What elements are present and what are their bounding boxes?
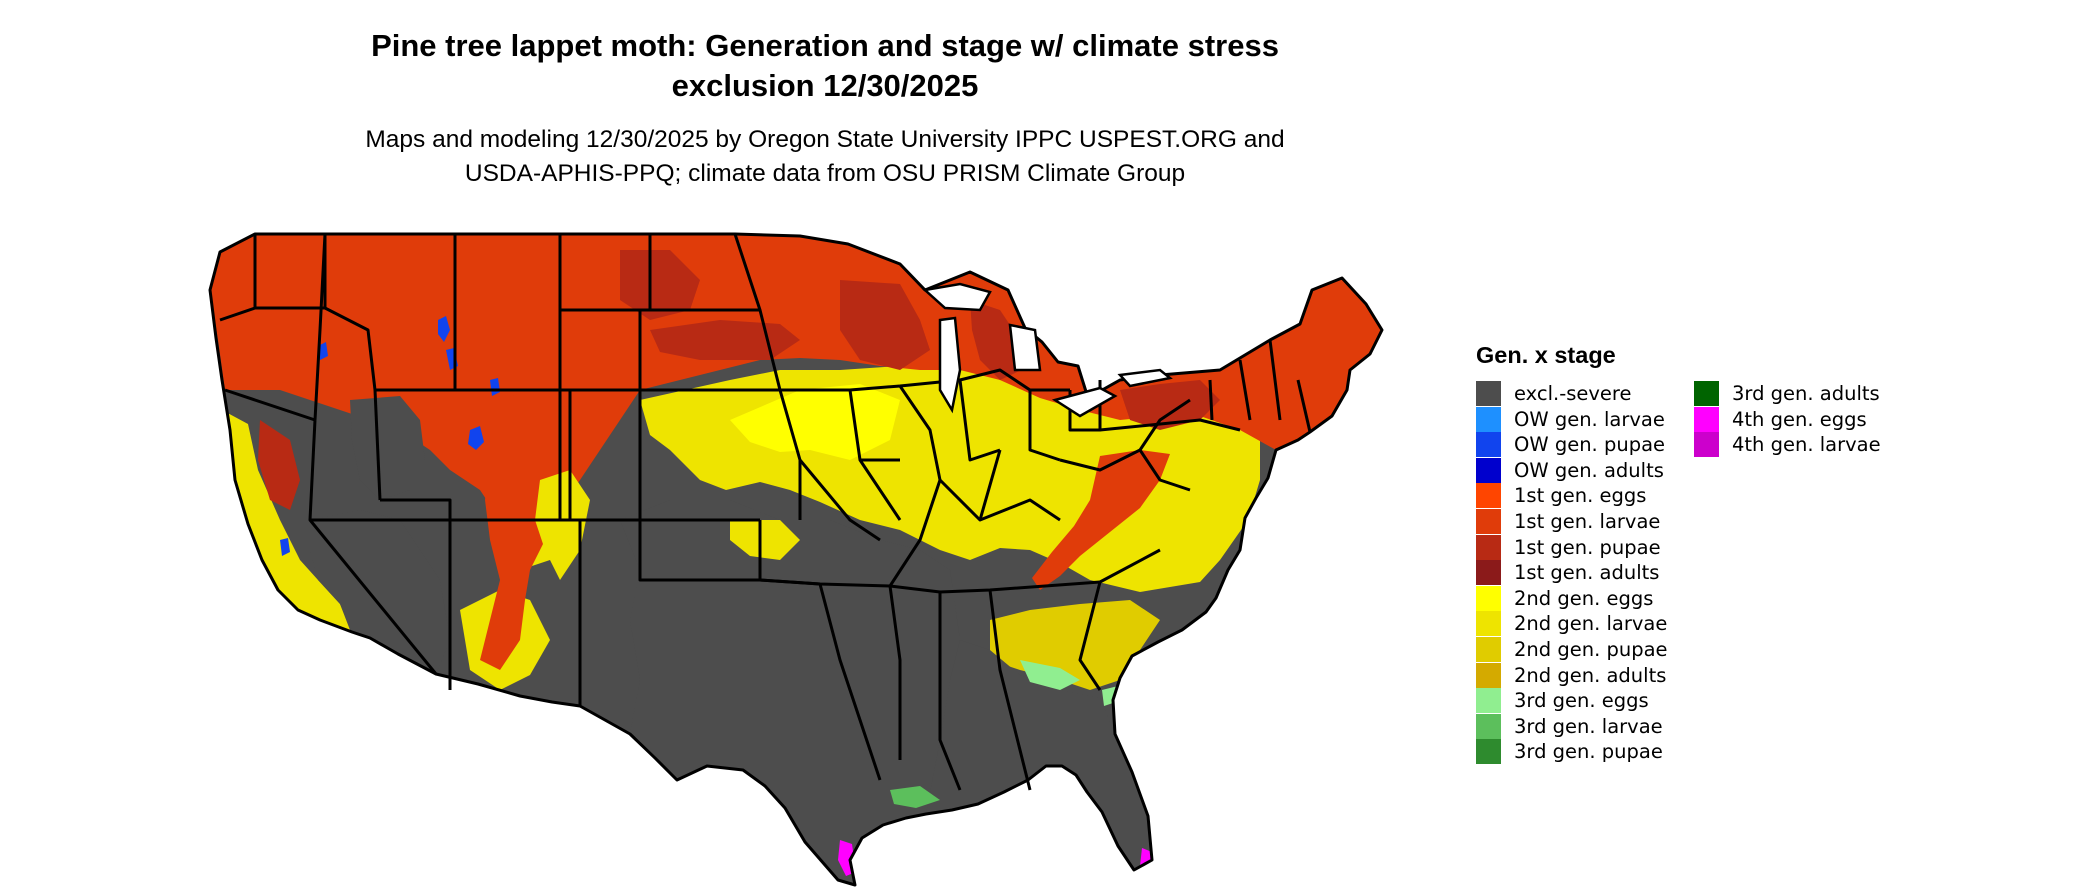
legend-swatch bbox=[1476, 560, 1501, 586]
legend-label: OW gen. pupae bbox=[1514, 433, 1666, 457]
map-fill-2nd-gen-newmexico bbox=[535, 470, 590, 580]
legend-label: 3rd gen. adults bbox=[1732, 382, 1880, 405]
map-title: Pine tree lappet moth: Generation and st… bbox=[280, 26, 1370, 106]
legend-swatch bbox=[1476, 381, 1501, 406]
subtitle-line-1: Maps and modeling 12/30/2025 by Oregon S… bbox=[365, 126, 1285, 153]
legend-swatch bbox=[1476, 611, 1501, 637]
legend-label: 1st gen. pupae bbox=[1514, 535, 1661, 559]
map-fill-ow-adults-sierra bbox=[280, 538, 290, 556]
map-fill-2nd-gen-texas-plains bbox=[730, 520, 800, 560]
map-fill-2nd-gen-westcoast bbox=[222, 410, 350, 630]
map-fill-ow-adults-colorado-south bbox=[468, 426, 484, 450]
legend: Gen. x stage excl.-severe OW gen. larvae O… bbox=[1476, 338, 2036, 778]
legend-swatch bbox=[1476, 457, 1501, 483]
legend-swatch bbox=[1476, 688, 1501, 714]
subtitle-line-2: USDA-APHIS-PPQ; climate data from OSU PR… bbox=[464, 160, 1186, 187]
legend-swatch bbox=[1476, 662, 1501, 688]
legend-label: 3rd gen. pupae bbox=[1514, 740, 1663, 764]
legend-swatch bbox=[1476, 534, 1501, 560]
legend-label: 2nd gen. larvae bbox=[1514, 612, 1668, 636]
legend-label: 2nd gen. adults bbox=[1514, 663, 1667, 687]
legend-label: 2nd gen. eggs bbox=[1514, 586, 1654, 610]
us-map bbox=[208, 232, 1384, 887]
map-fill-excluded-arizona bbox=[310, 510, 450, 674]
map-fill-1st-gen-pupae-nebraska bbox=[650, 320, 800, 360]
legend-swatch bbox=[1476, 637, 1501, 662]
legend-title: Gen. x stage bbox=[1476, 342, 1616, 368]
map-fill-1st-gen-southwest bbox=[480, 390, 580, 670]
legend-label: 4th gen. larvae bbox=[1732, 433, 1881, 457]
legend-swatch bbox=[1694, 381, 1719, 406]
map-fill-3rd-gen-eggs-georgia bbox=[1020, 660, 1080, 690]
legend-label: OW gen. larvae bbox=[1514, 407, 1665, 431]
legend-swatch bbox=[1476, 509, 1501, 534]
legend-swatch bbox=[1476, 713, 1501, 739]
legend-swatch bbox=[1476, 432, 1501, 458]
state-boundaries bbox=[208, 232, 1384, 887]
legend-swatch bbox=[1476, 483, 1501, 509]
legend-swatch bbox=[1476, 585, 1501, 611]
legend-label: 1st gen. adults bbox=[1514, 561, 1660, 585]
map-fill-3rd-gen-larvae-louisiana bbox=[890, 786, 940, 808]
map-fill-1st-gen-pupae-wisconsin bbox=[840, 280, 930, 370]
map-fill-1st-gen-pupae-northeast bbox=[1120, 380, 1220, 430]
legend-swatch bbox=[1476, 406, 1501, 432]
legend-swatch bbox=[1694, 432, 1719, 458]
map-fill-1st-gen-pupae-dakotas bbox=[620, 250, 700, 320]
map-fill-1st-gen-pupae-california bbox=[258, 420, 300, 510]
legend-label: 1st gen. eggs bbox=[1514, 484, 1647, 508]
map-fill-excluded-utah bbox=[350, 396, 425, 500]
map-fill-1st-gen-appalachian bbox=[1032, 450, 1170, 590]
legend-label: 2nd gen. pupae bbox=[1514, 638, 1668, 661]
map-fill-excluded-southcentral bbox=[620, 500, 960, 885]
map-subtitle: Maps and modeling 12/30/2025 by Oregon S… bbox=[280, 123, 1370, 191]
title-line-1: Pine tree lappet moth: Generation and st… bbox=[371, 28, 1279, 63]
legend-label: 1st gen. larvae bbox=[1514, 510, 1661, 533]
legend-swatch bbox=[1476, 739, 1501, 765]
legend-label: OW gen. adults bbox=[1514, 458, 1664, 482]
map-fill-ow-adults-wyoming bbox=[438, 316, 450, 342]
legend-label: 3rd gen. eggs bbox=[1514, 689, 1649, 713]
legend-label: excl.-severe bbox=[1514, 382, 1632, 405]
title-line-2: exclusion 12/30/2025 bbox=[671, 68, 979, 103]
legend-swatch bbox=[1694, 406, 1719, 432]
great-lakes bbox=[922, 282, 1173, 418]
legend-label: 4th gen. eggs bbox=[1732, 407, 1867, 431]
map-fill-excluded-southeast bbox=[926, 640, 1152, 870]
legend-label: 3rd gen. larvae bbox=[1514, 714, 1663, 738]
